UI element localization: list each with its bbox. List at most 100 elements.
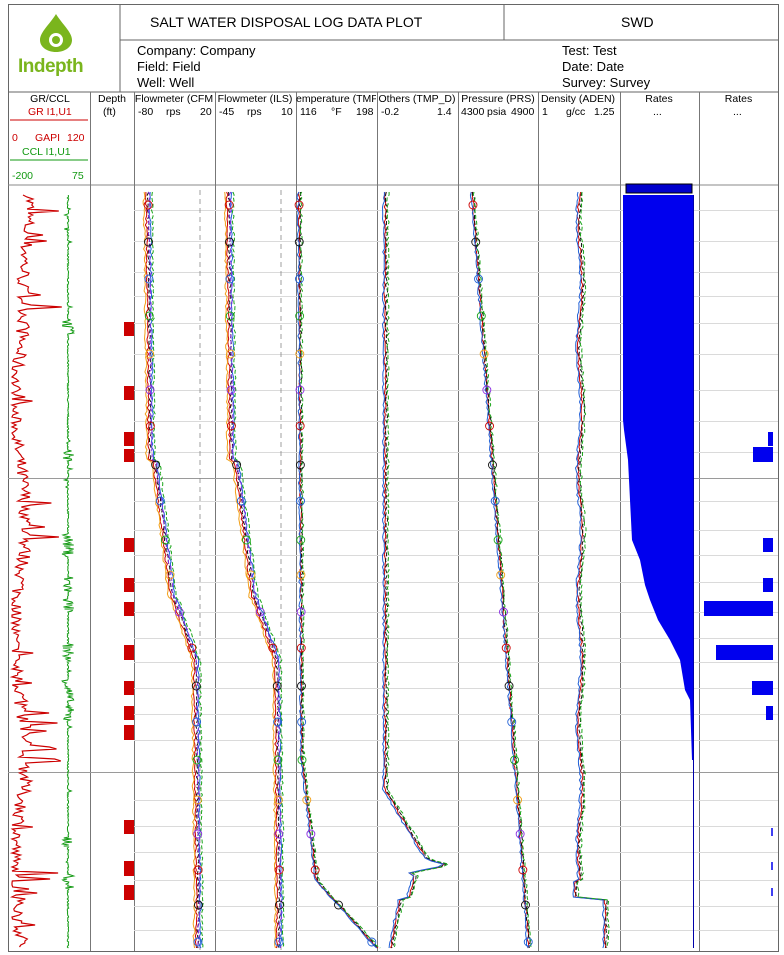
station-marker-ils [274,829,284,839]
station-marker-pressure [493,535,503,545]
flowmeter-ils-curve [223,191,277,949]
station-marker-pressure [510,755,520,765]
density-scale-min: 1 [542,106,548,118]
station-marker-ils [255,607,265,617]
station-marker-temp [294,200,304,210]
depth-title: Depth [97,93,127,105]
station-marker-temp [295,349,305,359]
perforation-marker [124,725,134,740]
pressure-curve [469,191,529,949]
station-marker-temp [295,421,305,431]
others-scale-max: 1.4 [437,106,452,118]
station-marker-cfm [144,274,154,284]
others-title: Others (TMP_D) [378,93,456,105]
cfm-scale-max: 20 [200,106,212,118]
station-marker-temp [296,607,306,617]
station-marker-pressure [476,311,486,321]
ccl-scale-min: -200 [12,170,34,182]
station-marker-temp [310,865,320,875]
station-marker-temp [296,535,306,545]
perforation-marker [124,538,134,552]
test-label: Test: Test [562,43,617,58]
station-marker-pressure [490,496,500,506]
station-marker-cfm [145,385,155,395]
station-marker-temp [294,237,304,247]
station-marker-pressure [479,349,489,359]
gr-scale-min: 0 [12,132,18,144]
gr-curve [9,194,62,948]
station-marker-cfm [144,237,153,247]
temperature-curve [296,191,377,949]
station-marker-temp [334,900,343,910]
rates-bar [704,601,773,616]
station-marker-cfm [155,496,165,506]
station-marker-ils [236,496,246,506]
rates2-title: Rates [724,93,753,105]
page-title: SALT WATER DISPOSAL LOG DATA PLOT [150,14,423,30]
gr-scale-unit: GAPI [35,132,61,144]
station-marker-cfm [192,755,202,765]
flowmeter-ils-curve [228,191,283,949]
station-marker-cfm [160,535,170,545]
density-scale-max: 1.25 [594,106,615,118]
temp-unit: °F [331,106,342,118]
station-marker-ils [226,385,236,395]
date-label: Date: Date [562,59,625,74]
perforation-marker [124,432,134,446]
station-marker-pressure [501,643,511,653]
station-marker-pressure [474,274,483,284]
flowmeter-cfm-curve [150,191,204,949]
company-label: Company: Company [137,43,256,58]
pressure-scale-min: 4300 [461,106,485,118]
temp-scale-max: 198 [356,106,374,118]
flowmeter-ils-curve [227,191,281,949]
flowmeter-cfm-curve [147,191,201,949]
density-unit: g/cc [566,106,586,118]
others-curve [384,191,448,949]
logo-text: Indepth [18,56,84,77]
perforation-marker [124,602,134,616]
station-marker-ils [232,460,242,470]
logo-drop-icon [40,14,72,52]
cfm-title: Flowmeter (CFM [134,93,214,105]
survey-label: Survey: Survey [562,75,651,90]
rates-bar [763,538,773,552]
station-marker-cfm [193,829,203,839]
station-marker-temp [296,570,306,580]
rates-title: Rates [645,93,673,105]
station-marker-ils [273,717,283,727]
pressure-unit: psia [487,106,507,118]
station-marker-pressure [485,421,494,431]
rates-area [623,195,693,760]
station-marker-pressure [488,460,497,470]
station-marker-pressure [513,795,523,805]
station-marker-temp [306,829,316,839]
gr-series-name: GR I1,U1 [28,106,72,118]
station-marker-pressure [504,681,514,691]
perforation-marker [124,681,134,695]
perforation-marker [124,820,134,834]
others-scale-min: -0.2 [381,106,400,118]
rates-bar [753,447,773,462]
pressure-title: Pressure (PRS) [461,93,535,105]
depth-unit: (ft) [103,106,116,118]
station-marker-ils [224,200,234,210]
rates-bar [768,432,773,446]
flowmeter-cfm-curve [148,191,202,949]
perforation-marker [124,322,134,336]
station-marker-cfm [151,460,161,470]
pressure-curve [472,191,532,949]
density-curve [576,192,610,949]
station-marker-ils [275,900,284,910]
flowmeter-cfm-curve [144,192,198,949]
station-marker-ils [273,795,283,805]
ils-scale-min: -45 [219,106,235,118]
others-curve [381,192,445,949]
station-marker-cfm [145,421,155,431]
perforation-marker [124,449,134,462]
ccl-series-name: CCL I1,U1 [22,146,71,158]
station-marker-ils [226,349,236,359]
station-marker-cfm [193,937,203,947]
station-marker-ils [225,311,235,321]
